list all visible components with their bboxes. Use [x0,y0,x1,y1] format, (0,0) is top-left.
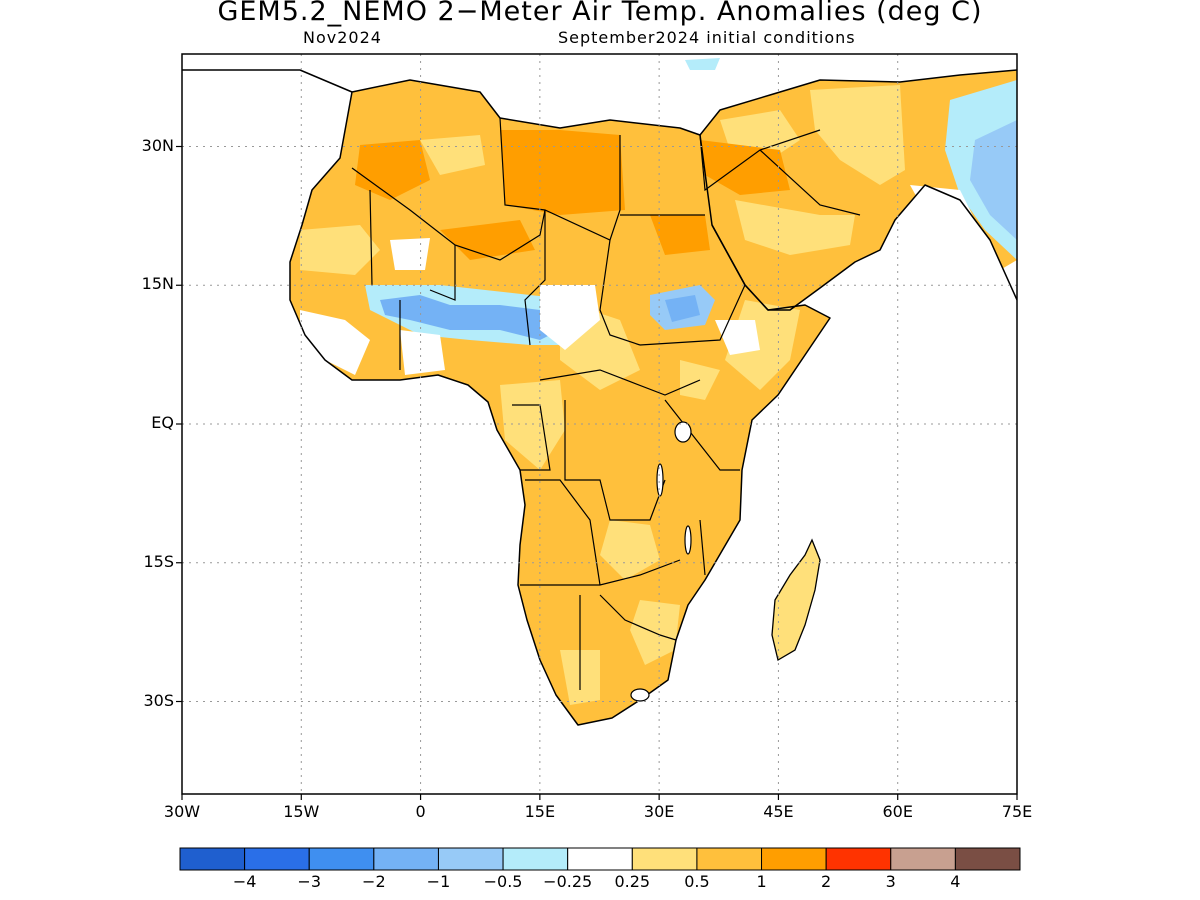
colorbar-swatch [890,847,956,871]
colorbar-swatch [825,847,892,871]
colorbar-label: 4 [950,872,961,891]
country-borders [351,117,861,690]
forecast-month: Nov2024 [303,28,382,47]
colorbar-label: 1 [756,872,767,891]
colorbar-swatch [244,847,310,871]
colorbar-label: 3 [885,872,896,891]
y-tick-label: 15S [143,551,174,571]
y-tick-label: 30N [141,135,174,155]
axis-ticks [176,145,1018,800]
colorbar-swatch [696,847,763,871]
colorbar-swatch [954,847,1021,871]
europe-landmass [182,54,1017,135]
colorbar-swatch [373,847,439,871]
map-content [182,54,1017,726]
x-tick-label: 30E [643,802,675,821]
x-tick-label: 15E [524,802,556,821]
initial-conditions: September2024 initial conditions [558,28,856,47]
colorbar-label: −1 [426,872,451,891]
colorbar-label: 0.5 [684,872,710,891]
anomaly-neutral [300,185,1017,375]
colorbar-label: −2 [362,872,386,891]
colorbar-label: −3 [297,872,322,891]
y-tick-label: 15N [141,274,174,294]
colorbar-swatch [437,847,504,871]
colorbar-swatch [567,847,633,871]
madagascar-landmass [771,538,821,662]
colorbar-label: −0.5 [483,872,523,891]
colorbar-label: 2 [821,872,832,891]
y-tick-label: 30S [143,690,174,710]
x-tick-label: 60E [882,802,913,821]
anomaly-strong-warm [355,130,790,260]
x-tick-label: 75E [1001,802,1033,821]
colorbar [179,847,1021,871]
colorbar-swatch [761,847,827,871]
colorbar-swatch [308,847,375,871]
colorbar-label: 0.25 [614,872,651,891]
lakes [630,421,692,702]
colorbar-swatch [631,847,698,871]
colorbar-swatch [179,847,246,871]
coastlines [182,69,1017,726]
x-tick-label: 0 [415,802,426,821]
colorbar-label: −0.25 [543,872,593,891]
x-tick-label: 15W [283,802,320,821]
x-tick-label: 30W [163,802,201,821]
x-tick-label: 45E [763,802,794,821]
y-tick-label: EQ [151,413,174,432]
colorbar-swatch [502,847,569,871]
colorbar-label: −4 [232,872,257,891]
anomaly-cool [365,58,1017,345]
map-title: GEM5.2_NEMO 2−Meter Air Temp. Anomalies … [217,0,983,27]
